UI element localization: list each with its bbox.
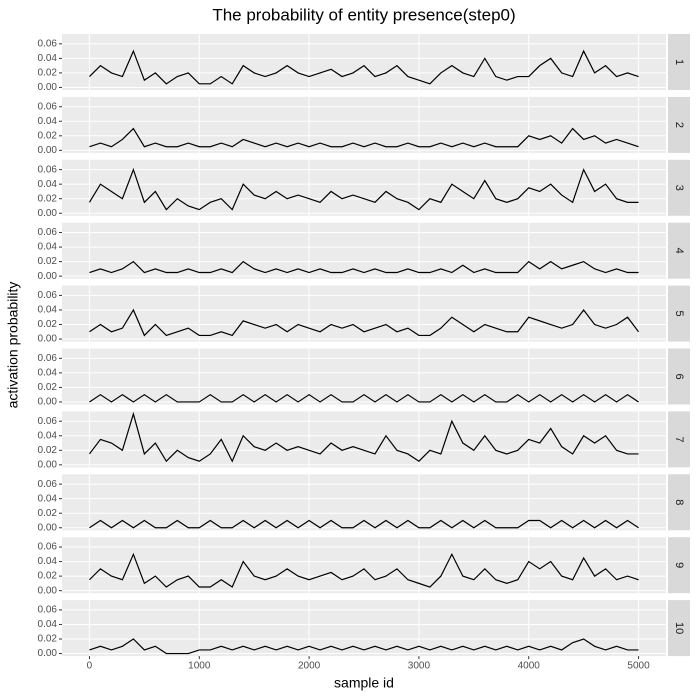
facet-label: 8: [673, 499, 685, 505]
y-tick-label: 0.00: [38, 397, 58, 408]
y-tick-label: 0.00: [38, 459, 58, 470]
facet-label: 5: [673, 311, 685, 317]
facet-strip: [668, 159, 690, 216]
y-tick-label: 0.06: [38, 164, 58, 175]
chart-title: The probability of entity presence(step0…: [212, 5, 515, 24]
facet-strip: [668, 222, 690, 279]
data-line: [88, 167, 639, 211]
y-tick-label: 0.04: [38, 368, 58, 379]
y-tick-label: 0.02: [38, 508, 58, 519]
x-tick-label: 0: [87, 661, 93, 672]
facet-label: 1: [673, 59, 685, 65]
facet-label: 6: [673, 373, 685, 379]
data-line: [89, 260, 639, 274]
facet-strip: [668, 411, 690, 468]
panel-background: [62, 159, 666, 216]
y-tick-label: 0.02: [38, 382, 58, 393]
facet-label: 9: [673, 562, 685, 568]
facet-label: 10: [673, 622, 685, 634]
data-line: [88, 411, 639, 463]
facet-strip: [668, 600, 690, 657]
panel-background: [62, 537, 666, 594]
x-tick-label: 1000: [188, 661, 211, 672]
x-tick-label: 2000: [298, 661, 321, 672]
y-tick-label: 0.02: [38, 68, 58, 79]
facet-strip: [668, 34, 690, 90]
y-tick-label: 0.00: [38, 334, 58, 345]
panel-background: [62, 411, 666, 468]
panel-background: [62, 285, 666, 342]
panel-background: [62, 348, 666, 405]
y-tick-label: 0.00: [38, 208, 58, 219]
y-tick-label: 0.00: [38, 82, 58, 93]
y-tick-label: 0.06: [38, 479, 58, 490]
facet-label: 7: [673, 436, 685, 442]
y-axis-label: activation probability: [5, 282, 21, 409]
y-tick-label: 0.04: [38, 179, 58, 190]
y-tick-label: 0.02: [38, 445, 58, 456]
data-line: [89, 393, 639, 403]
y-tick-label: 0.06: [38, 605, 58, 616]
panel-background: [62, 34, 666, 90]
data-line: [89, 308, 640, 337]
facet-label: 4: [673, 248, 685, 254]
data-line: [89, 127, 639, 148]
x-tick-label: 4000: [518, 661, 541, 672]
facet-strip: [668, 348, 690, 405]
y-tick-label: 0.06: [38, 101, 58, 112]
y-tick-label: 0.04: [38, 116, 58, 127]
facet-strip: [668, 96, 690, 153]
data-line: [89, 552, 639, 588]
y-tick-label: 0.00: [38, 648, 58, 659]
y-tick-label: 0.02: [38, 193, 58, 204]
facet-label: 3: [673, 185, 685, 191]
y-tick-label: 0.00: [38, 585, 58, 596]
y-tick-label: 0.06: [38, 290, 58, 301]
y-tick-label: 0.04: [38, 619, 58, 630]
y-tick-label: 0.04: [38, 556, 58, 567]
panel-background: [62, 474, 666, 531]
y-tick-label: 0.04: [38, 305, 58, 316]
y-tick-label: 0.06: [38, 416, 58, 427]
y-tick-label: 0.02: [38, 571, 58, 582]
y-tick-label: 0.06: [38, 353, 58, 364]
facet-strip: [668, 285, 690, 342]
data-line: [89, 49, 639, 85]
y-tick-label: 0.02: [38, 256, 58, 267]
y-tick-label: 0.06: [38, 38, 58, 49]
data-line: [89, 638, 639, 655]
facet-strip: [668, 474, 690, 531]
y-tick-label: 0.02: [38, 130, 58, 141]
y-tick-label: 0.04: [38, 430, 58, 441]
y-tick-label: 0.06: [38, 542, 58, 553]
y-tick-label: 0.00: [38, 271, 58, 282]
y-tick-label: 0.04: [38, 53, 58, 64]
x-tick-label: 3000: [408, 661, 431, 672]
y-tick-label: 0.00: [38, 522, 58, 533]
y-tick-label: 0.06: [38, 227, 58, 238]
x-axis-label: sample id: [334, 675, 394, 691]
x-tick-label: 5000: [627, 661, 650, 672]
facet-label: 2: [673, 122, 685, 128]
y-tick-label: 0.02: [38, 319, 58, 330]
y-tick-label: 0.02: [38, 634, 58, 645]
y-tick-label: 0.04: [38, 493, 58, 504]
y-tick-label: 0.04: [38, 242, 58, 253]
data-line: [89, 519, 639, 529]
y-tick-label: 0.00: [38, 145, 58, 156]
facet-strip: [668, 537, 690, 594]
